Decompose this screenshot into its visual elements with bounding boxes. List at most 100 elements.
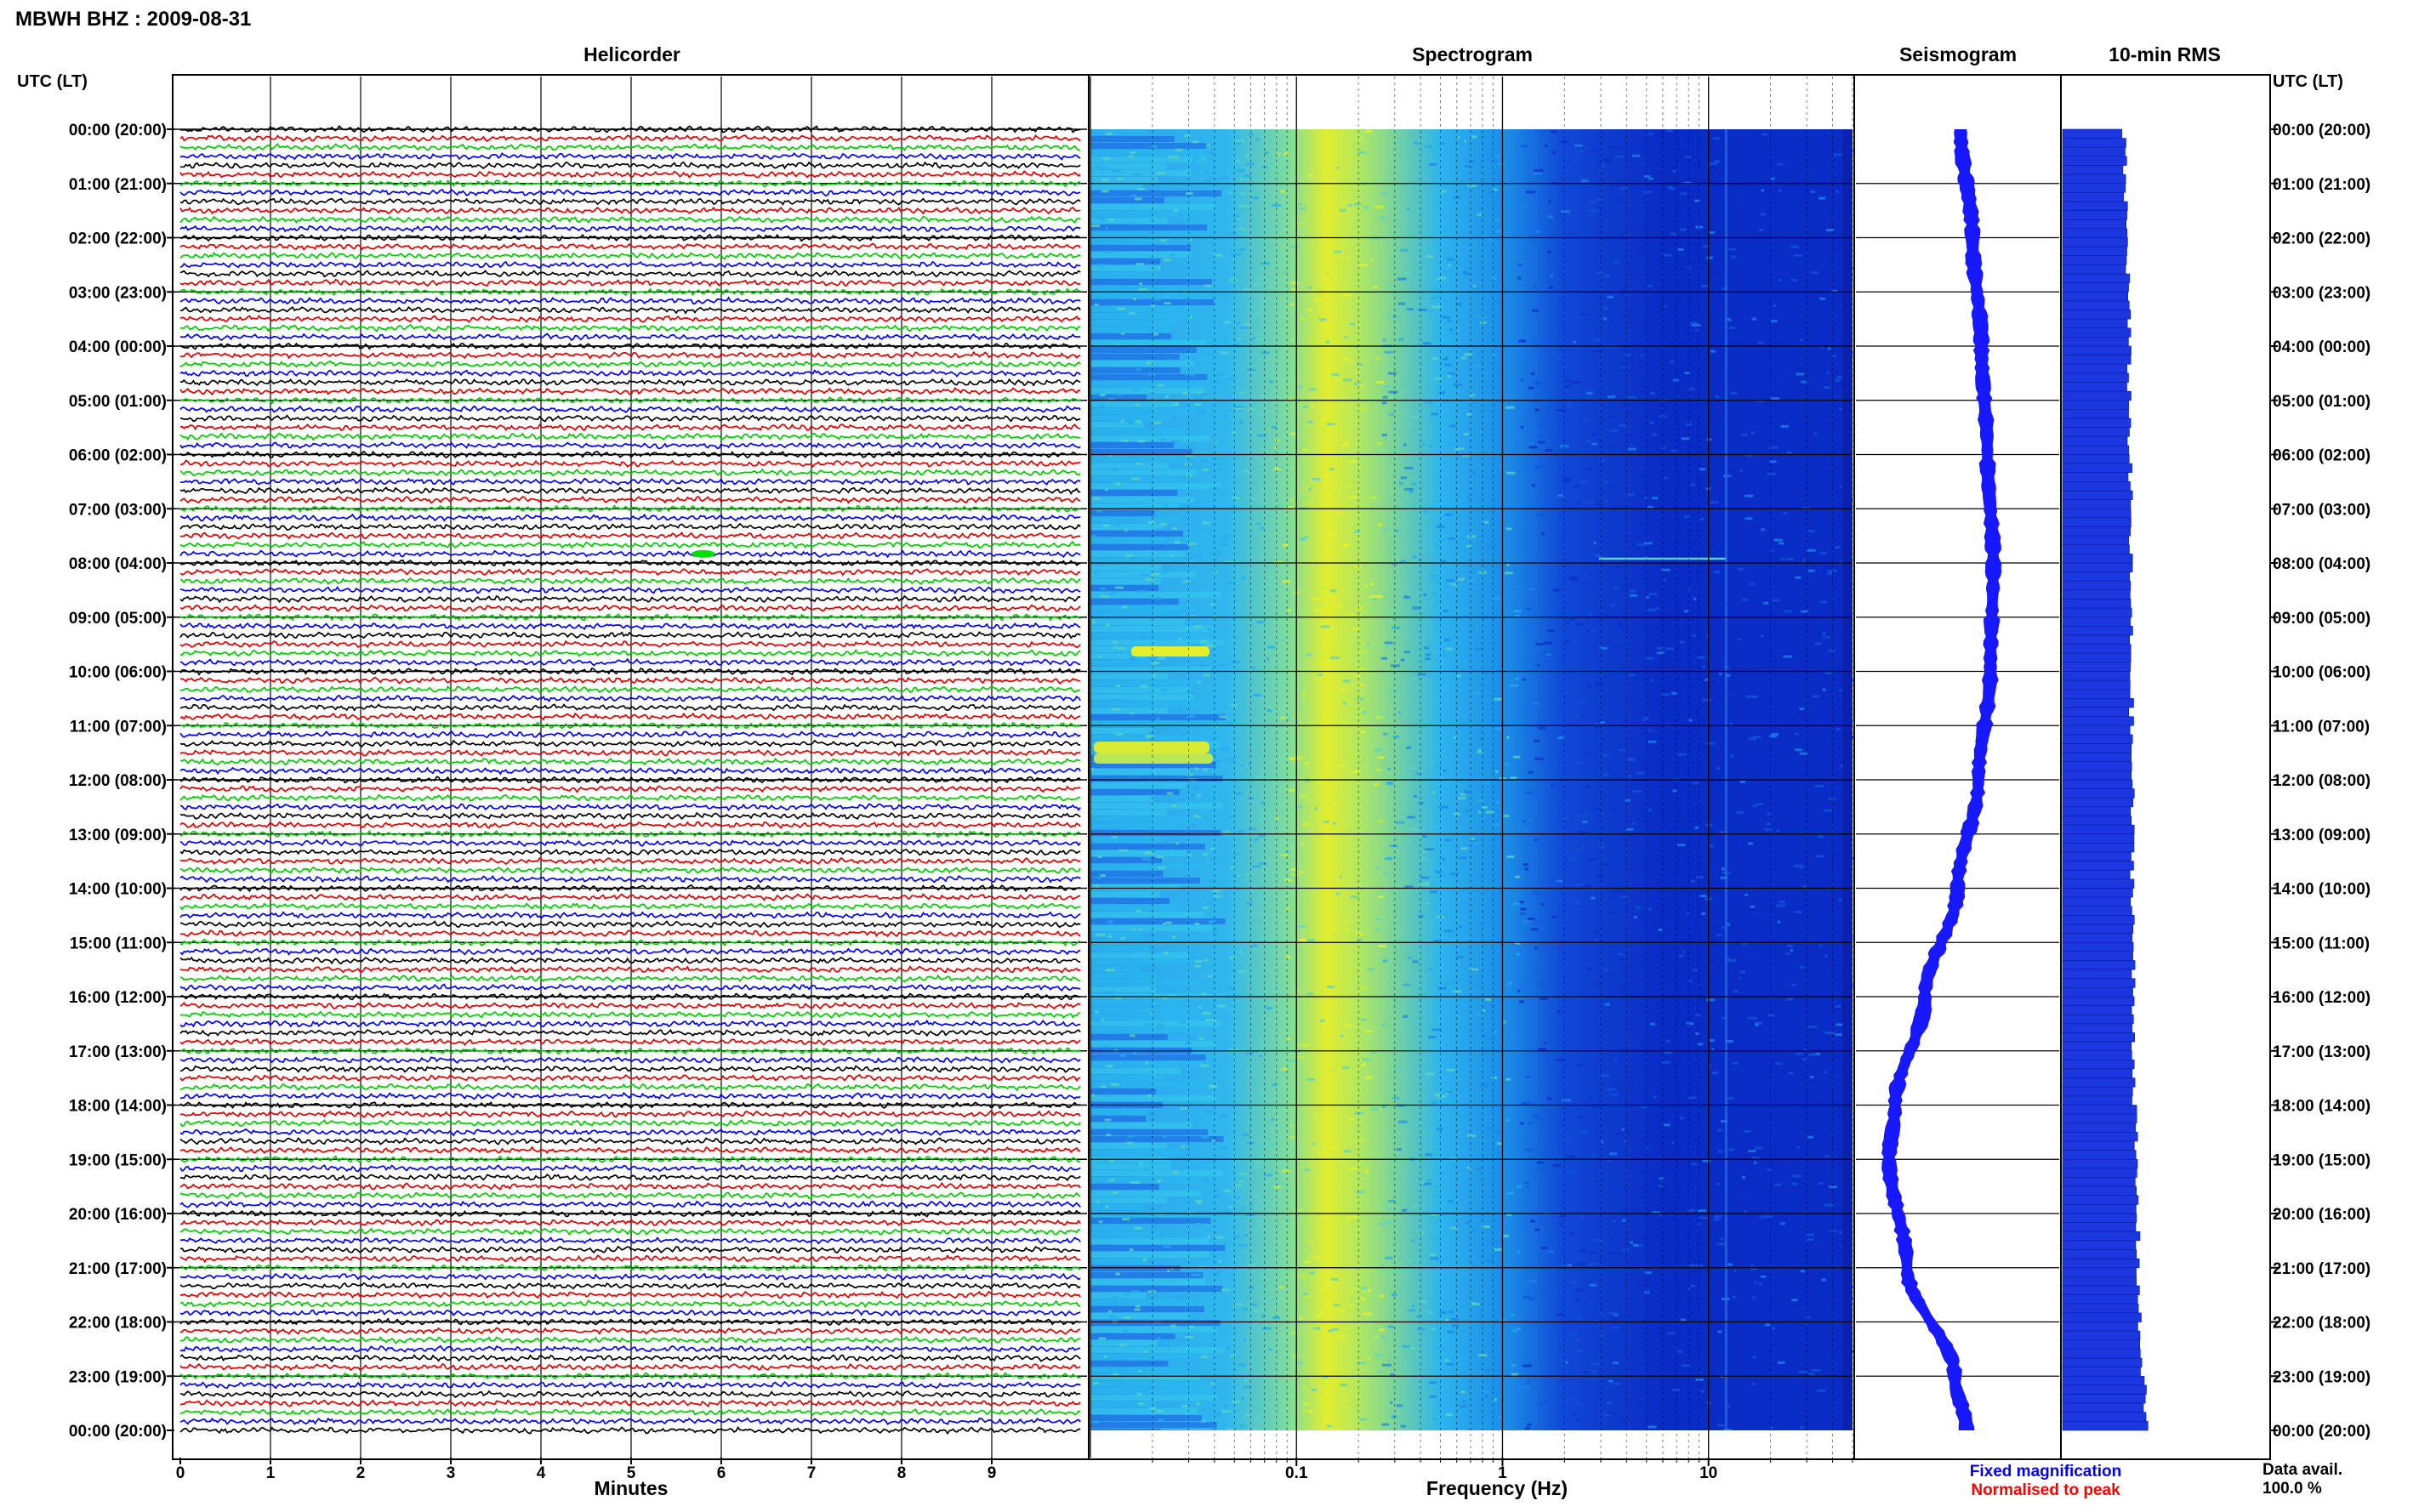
rms-bar	[2062, 400, 2129, 410]
rms-bar	[2062, 1375, 2145, 1386]
helicorder-trace	[179, 803, 1081, 812]
helicorder-trace	[179, 784, 1081, 793]
rms-bar	[2062, 1014, 2134, 1025]
rms-bar	[2062, 318, 2128, 329]
helicorder-trace	[179, 1128, 1081, 1137]
rms-bar	[2062, 1095, 2132, 1106]
helicorder-trace	[179, 350, 1081, 360]
rms-bar	[2062, 138, 2126, 148]
helicorder-trace	[179, 468, 1081, 477]
rms-bar	[2062, 310, 2132, 320]
time-label-left: 19:00 (15:00)	[69, 1151, 167, 1169]
rms-bar	[2062, 1158, 2138, 1169]
helicorder-trace	[179, 829, 1081, 838]
rms-bar	[2062, 571, 2131, 582]
helicorder-title: Helicorder	[583, 43, 680, 65]
time-label-right: 04:00 (00:00)	[2273, 338, 2371, 356]
helicorder-trace	[179, 1046, 1081, 1055]
utc-label-right: UTC (LT)	[2273, 72, 2343, 91]
time-label-left: 03:00 (23:00)	[69, 284, 167, 302]
helicorder-trace	[179, 1137, 1081, 1145]
rms-bar	[2062, 409, 2129, 419]
rms-bar	[2062, 761, 2132, 771]
rms-bar	[2062, 490, 2133, 500]
rms-bar	[2062, 165, 2124, 175]
utc-label-left: UTC (LT)	[17, 72, 88, 91]
helicorder-trace	[179, 333, 1081, 342]
rms-bar	[2062, 390, 2132, 401]
rms-bar	[2062, 888, 2133, 898]
helicorder-trace	[179, 1010, 1081, 1020]
helicorder-trace	[179, 1407, 1081, 1417]
helicorder-trace	[179, 206, 1081, 215]
rms-bar	[2062, 445, 2129, 455]
time-label-right: 00:00 (20:00)	[2273, 122, 2371, 139]
rms-bar	[2062, 599, 2132, 609]
station-title: MBWH BHZ : 2009-08-31	[15, 8, 251, 31]
x-axis-title-minutes: Minutes	[595, 1477, 669, 1499]
helicorder-trace	[179, 270, 1081, 278]
rms-bar	[2062, 580, 2131, 591]
helicorder-trace	[179, 1001, 1081, 1010]
rms-bar	[2062, 363, 2127, 374]
rms-bar	[2062, 1367, 2141, 1377]
helicorder-trace	[179, 215, 1081, 225]
time-label-right: 08:00 (04:00)	[2273, 555, 2371, 573]
helicorder-trace	[179, 1110, 1081, 1118]
rms-bar	[2062, 1240, 2137, 1250]
helicorder-trace	[179, 929, 1081, 938]
helicorder-trace	[180, 161, 1081, 170]
helicorder-trace	[179, 531, 1081, 540]
helicorder-trace	[179, 1191, 1081, 1200]
helicorder-trace	[179, 1181, 1081, 1191]
helicorder-trace	[179, 405, 1081, 413]
helicorder-trace	[179, 920, 1081, 929]
rms-bar	[2062, 508, 2132, 519]
helicorder-trace	[179, 242, 1081, 251]
rms-bar	[2062, 861, 2134, 871]
time-label-right: 23:00 (19:00)	[2273, 1368, 2371, 1386]
time-label-right: 12:00 (08:00)	[2273, 772, 2371, 790]
helicorder-trace	[179, 721, 1081, 730]
rms-bar	[2062, 526, 2131, 537]
time-label-right: 22:00 (18:00)	[2273, 1315, 2371, 1333]
rms-bar	[2062, 869, 2131, 880]
time-label-left: 06:00 (02:00)	[69, 447, 167, 465]
rms-bar	[2062, 851, 2132, 861]
rms-bar	[2062, 716, 2134, 726]
rms-bar	[2062, 337, 2129, 347]
helicorder-trace	[179, 1290, 1081, 1299]
data-avail-value: 100.0 %	[2262, 1480, 2322, 1498]
helicorder-trace	[179, 1073, 1081, 1083]
rms-bar	[2062, 960, 2136, 970]
rms-bar	[2062, 1258, 2140, 1269]
rms-bar	[2062, 671, 2131, 681]
helicorder-trace	[179, 567, 1081, 577]
helicorder-trace	[179, 1236, 1081, 1245]
helicorder-trace	[179, 947, 1081, 956]
helicorder-trace	[179, 1425, 1081, 1435]
spectrogram-title: Spectrogram	[1412, 43, 1533, 65]
helicorder-trace	[179, 287, 1081, 297]
helicorder-trace	[179, 748, 1081, 757]
time-label-right: 16:00 (12:00)	[2273, 989, 2371, 1007]
time-label-right: 00:00 (20:00)	[2273, 1423, 2371, 1441]
helicorder-trace	[179, 685, 1081, 694]
rms-bar	[2062, 192, 2124, 202]
helicorder-traces	[179, 124, 1081, 1435]
helicorder-trace	[179, 324, 1081, 333]
rms-bar	[2062, 327, 2132, 338]
time-label-right: 15:00 (11:00)	[2273, 935, 2370, 952]
helicorder-trace	[179, 1380, 1081, 1390]
time-label-right: 05:00 (01:00)	[2273, 393, 2371, 411]
rms-bar	[2062, 824, 2135, 835]
helicorder-trace	[179, 992, 1081, 1001]
time-label-left: 00:00 (20:00)	[69, 122, 167, 139]
rms-bar	[2062, 896, 2131, 907]
helicorder-trace	[179, 432, 1081, 441]
helicorder-trace	[179, 1362, 1081, 1372]
rms-bar	[2062, 1005, 2132, 1015]
rms-bar	[2062, 201, 2128, 211]
helicorder-trace	[179, 631, 1081, 640]
rms-bar	[2062, 1303, 2139, 1314]
